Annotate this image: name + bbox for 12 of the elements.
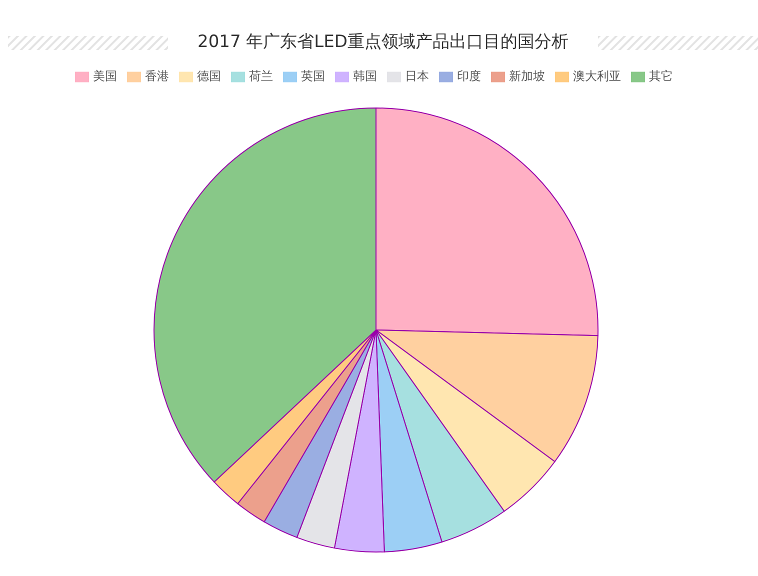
chart-title: 2017 年广东省LED重点领域产品出口目的国分析 (196, 31, 570, 53)
legend-label: 新加坡 (509, 69, 545, 83)
legend-label: 印度 (457, 69, 481, 83)
legend-label: 其它 (649, 69, 673, 83)
legend-label: 韩国 (353, 69, 377, 83)
legend-label: 日本 (405, 69, 429, 83)
legend-label: 荷兰 (249, 69, 273, 83)
legend-label: 德国 (197, 69, 221, 83)
legend-label: 澳大利亚 (573, 69, 621, 83)
legend-label: 香港 (145, 69, 169, 83)
legend-label: 美国 (93, 69, 117, 83)
legend-label: 英国 (301, 69, 325, 83)
